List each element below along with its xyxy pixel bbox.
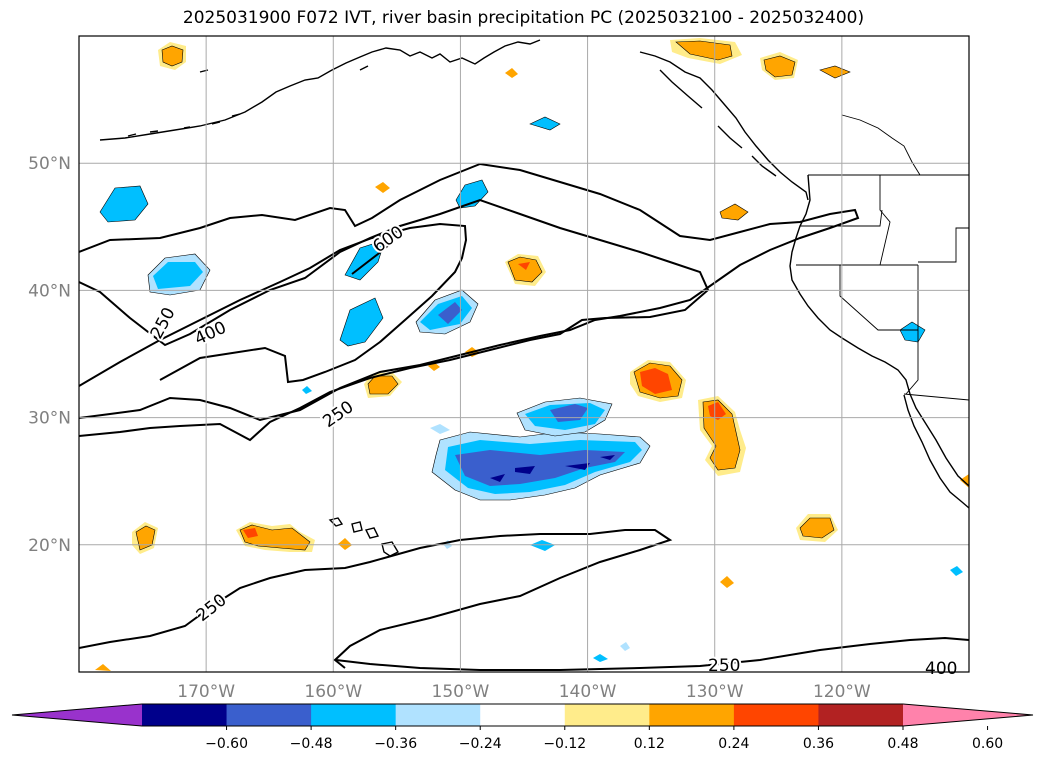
neg-patch-k bbox=[950, 566, 963, 576]
pos-patch-c-core bbox=[518, 262, 530, 270]
gridlines bbox=[79, 36, 969, 672]
alaska-coast bbox=[99, 39, 541, 141]
ivt-250-south bbox=[79, 529, 673, 669]
colorbar-tick-label: −0.12 bbox=[543, 736, 586, 752]
colorbar-tick-label: 0.48 bbox=[887, 736, 918, 752]
lon-tick-label: 120°W bbox=[813, 682, 871, 702]
ivt-400 bbox=[79, 222, 468, 387]
wa-or-border bbox=[800, 209, 883, 227]
neg-patch-i bbox=[530, 540, 555, 551]
lat-tick-label: 40°N bbox=[28, 281, 71, 301]
colorbar-segment bbox=[311, 704, 397, 726]
colorbar-tick-label: 0.24 bbox=[718, 736, 749, 752]
pos-patch-b-core bbox=[708, 402, 726, 420]
canada-interior bbox=[841, 114, 921, 176]
neg-patch-j bbox=[593, 654, 608, 662]
map-title: 2025031900 F072 IVT, river basin precipi… bbox=[182, 8, 865, 28]
colorbar-tick-label: −0.60 bbox=[205, 736, 248, 752]
neg-patch-d bbox=[339, 297, 384, 347]
colorbar-segment bbox=[649, 704, 735, 726]
pos-patch-n bbox=[505, 68, 518, 78]
lon-tick-label: 130°W bbox=[686, 682, 744, 702]
ivt-250-inner bbox=[79, 198, 710, 442]
ivt-250-bottom bbox=[335, 636, 969, 671]
neg-patch-l bbox=[302, 386, 312, 394]
contour-label: 250 bbox=[708, 656, 740, 676]
pos-patch-r bbox=[720, 576, 734, 588]
map-background bbox=[79, 36, 969, 672]
neg-patch-b-inner bbox=[153, 262, 203, 289]
ca-az-border bbox=[905, 330, 919, 395]
neg-patch-a bbox=[99, 185, 149, 223]
pos-patch-i-inner bbox=[675, 40, 733, 61]
ivt-contours bbox=[79, 162, 969, 671]
latitude-labels: 50°N 40°N 30°N 20°N bbox=[28, 154, 71, 556]
pos-patch-j-inner bbox=[763, 55, 796, 78]
lat-tick-label: 50°N bbox=[28, 154, 71, 174]
colorbar-segment bbox=[395, 704, 481, 726]
colorbar-tick-label: 0.12 bbox=[634, 736, 665, 752]
neg-patch-g bbox=[529, 116, 561, 131]
lon-tick-label: 150°W bbox=[432, 682, 490, 702]
baja-coast bbox=[903, 394, 969, 509]
longitude-labels: 170°W 160°W 150°W 140°W 130°W 120°W bbox=[177, 682, 871, 702]
colorbar-segment bbox=[564, 704, 650, 726]
lon-tick-label: 170°W bbox=[177, 682, 235, 702]
colorbar-segment bbox=[818, 704, 904, 726]
bc-islands bbox=[659, 69, 777, 177]
pos-patch-f-inner bbox=[135, 525, 156, 551]
colorbar-segment bbox=[142, 704, 228, 726]
colorbar: −0.60 −0.48 −0.36 −0.24 −0.12 0.12 0.24 0.36 0.4… bbox=[11, 703, 1034, 752]
lon-tick-label: 160°W bbox=[304, 682, 362, 702]
coastlines bbox=[99, 39, 969, 557]
pos-patch-k bbox=[819, 65, 851, 79]
colorbar-extend-low bbox=[12, 704, 142, 726]
neg-patch-h bbox=[899, 321, 926, 343]
mexico-border bbox=[903, 393, 969, 401]
pos-patch-m bbox=[375, 182, 390, 193]
colorbar-segment bbox=[733, 704, 819, 726]
neg-patch-m bbox=[620, 642, 630, 651]
state-borders bbox=[796, 114, 969, 401]
map-frame bbox=[78, 35, 970, 673]
ivt-600 bbox=[351, 243, 391, 275]
lat-tick-label: 20°N bbox=[28, 536, 71, 556]
colorbar-tick-label: −0.48 bbox=[290, 736, 333, 752]
neg-patch-main-deep bbox=[490, 455, 615, 482]
pos-patch-s bbox=[95, 664, 111, 671]
alaska-islands bbox=[127, 65, 369, 137]
idaho-border bbox=[879, 175, 918, 266]
pos-patch-h-inner bbox=[161, 45, 184, 67]
pos-patch-e-core bbox=[243, 528, 258, 538]
pos-patch-q bbox=[338, 538, 352, 550]
neg-patch-e-core bbox=[438, 302, 462, 324]
hawaii-islands bbox=[328, 517, 399, 557]
contour-label: 400 bbox=[925, 659, 957, 679]
colorbar-extend-high bbox=[903, 704, 1033, 726]
neg-patch-o bbox=[430, 424, 450, 434]
utah-border bbox=[918, 227, 969, 263]
pos-patch-c-inner bbox=[507, 256, 543, 283]
lat-tick-label: 30°N bbox=[28, 409, 71, 429]
colorbar-tick-label: 0.60 bbox=[972, 736, 1003, 752]
nevada-border bbox=[839, 265, 919, 331]
precipitation-patches bbox=[95, 38, 969, 671]
colorbar-tick-label: 0.36 bbox=[803, 736, 834, 752]
colorbar-tick-label: −0.36 bbox=[374, 736, 417, 752]
colorbar-outline bbox=[11, 703, 1034, 727]
colorbar-tick-label: −0.24 bbox=[459, 736, 502, 752]
pos-patch-g-inner bbox=[799, 517, 835, 539]
panhandle-coast bbox=[639, 51, 809, 201]
pos-patch-a-core bbox=[640, 368, 672, 394]
lon-tick-label: 140°W bbox=[559, 682, 617, 702]
colorbar-segment bbox=[226, 704, 312, 726]
pos-patch-e-inner bbox=[239, 524, 311, 551]
pos-patch-l bbox=[719, 203, 749, 221]
colorbar-segment bbox=[480, 704, 566, 726]
